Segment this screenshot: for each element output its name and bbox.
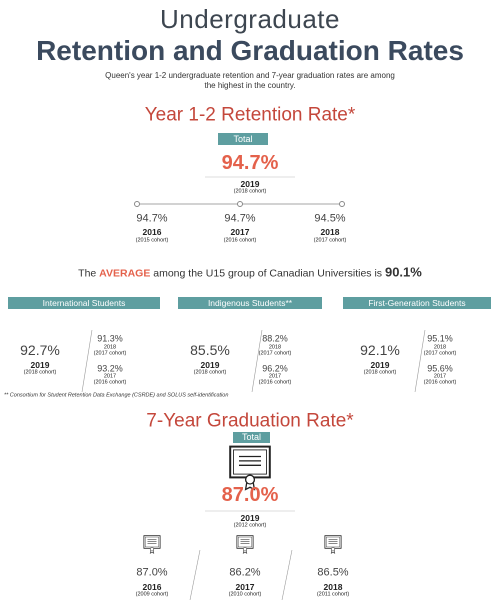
- cohort: (2016 cohort): [423, 379, 457, 386]
- value: 90.1%: [384, 264, 422, 280]
- certificate-icon: [143, 535, 161, 549]
- certificate-icon: [330, 547, 336, 552]
- rate: 94.7%: [224, 212, 256, 225]
- title: Undergraduate: [160, 4, 340, 34]
- certificate-icon: [236, 535, 254, 549]
- year: 2016: [142, 581, 162, 592]
- rate: 93.2%: [97, 363, 123, 374]
- title: Retention and Graduation Rates: [36, 35, 464, 66]
- certificate-icon: [326, 536, 340, 548]
- certificate-icon: [229, 445, 271, 479]
- rate: 88.2%: [262, 333, 288, 344]
- text: The: [78, 267, 97, 280]
- divider: [81, 329, 93, 393]
- divider: [414, 329, 426, 393]
- main-rate: 87.0%: [221, 484, 279, 506]
- certificate-icon: [145, 536, 159, 548]
- year: 2017: [268, 373, 282, 380]
- group-banner: First-Generation Students: [343, 297, 491, 309]
- year: 2019: [30, 359, 50, 370]
- total-badge: Total: [218, 133, 268, 145]
- certificate-icon: [242, 550, 248, 554]
- main-rate: 94.7%: [221, 152, 279, 174]
- total-badge: Total: [233, 432, 270, 443]
- intro: Queen's year 1-2 undergraduate retention…: [105, 71, 395, 90]
- rate: 91.3%: [97, 333, 123, 344]
- certificate-icon: [330, 550, 336, 554]
- rate: 86.2%: [229, 566, 261, 579]
- year: 2017: [103, 373, 117, 380]
- certificate-icon: [238, 536, 252, 548]
- cohort: (2016 cohort): [223, 237, 257, 244]
- cohort: (2015 cohort): [135, 237, 169, 244]
- cohort: (2016 cohort): [93, 379, 127, 386]
- year: 2017: [235, 581, 255, 592]
- rate: 95.6%: [427, 363, 453, 374]
- certificate-icon: [149, 547, 155, 552]
- rate: 95.1%: [427, 333, 453, 344]
- cohort: (2017 cohort): [93, 350, 127, 357]
- text: among the U15 group of Canadian Universi…: [153, 267, 383, 280]
- group-banner: International Students: [8, 297, 160, 309]
- divider: [251, 329, 263, 393]
- cohort: (2017 cohort): [423, 350, 457, 357]
- cohort: (2018 cohort): [193, 369, 227, 376]
- year: 2018: [268, 344, 282, 351]
- year: 2018: [433, 344, 447, 351]
- section-title: 7-Year Graduation Rate*: [146, 410, 354, 432]
- year: 2018: [320, 226, 340, 237]
- year: 2017: [433, 373, 447, 380]
- certificate-icon: [233, 449, 267, 475]
- timeline-dot: [237, 201, 243, 207]
- timeline-dot: [134, 201, 140, 207]
- year: 2017: [230, 226, 250, 237]
- cohort: (2018 cohort): [233, 188, 267, 195]
- highlight: AVERAGE: [99, 267, 151, 280]
- year: 2019: [370, 359, 390, 370]
- rate: 94.5%: [314, 212, 346, 225]
- rate: 92.7%: [20, 342, 60, 358]
- footnote: ** Consortium for Student Retention Data…: [4, 392, 229, 399]
- year: 2018: [103, 344, 117, 351]
- cohort: (2011 cohort): [316, 591, 350, 598]
- year: 2018: [323, 581, 343, 592]
- section-title: Year 1-2 Retention Rate*: [144, 104, 356, 126]
- cohort: (2018 cohort): [23, 369, 57, 376]
- year: 2016: [142, 226, 162, 237]
- timeline-dot: [339, 201, 345, 207]
- cohort: (2009 cohort): [135, 591, 169, 598]
- certificate-icon: [244, 482, 256, 491]
- year: 2019: [240, 512, 260, 523]
- year: 2019: [200, 359, 220, 370]
- certificate-icon: [244, 474, 256, 485]
- certificate-icon: [242, 547, 248, 552]
- certificate-icon: [149, 550, 155, 554]
- rate: 96.2%: [262, 363, 288, 374]
- rate: 87.0%: [136, 566, 168, 579]
- rate: 92.1%: [360, 342, 400, 358]
- group-banner: Indigenous Students**: [178, 297, 322, 309]
- divider: [189, 549, 201, 601]
- average-statement: The AVERAGE among the U15 group of Canad…: [78, 265, 422, 279]
- divider: [281, 549, 293, 601]
- cohort: (2018 cohort): [363, 369, 397, 376]
- cohort: (2012 cohort): [233, 522, 267, 529]
- cohort: (2017 cohort): [258, 350, 292, 357]
- rate: 86.5%: [317, 566, 349, 579]
- cohort: (2016 cohort): [258, 379, 292, 386]
- cohort: (2017 cohort): [313, 237, 347, 244]
- certificate-icon: [324, 535, 342, 549]
- cohort: (2010 cohort): [228, 591, 262, 598]
- year: 2019: [240, 178, 260, 189]
- rate: 94.7%: [136, 212, 168, 225]
- rate: 85.5%: [190, 342, 230, 358]
